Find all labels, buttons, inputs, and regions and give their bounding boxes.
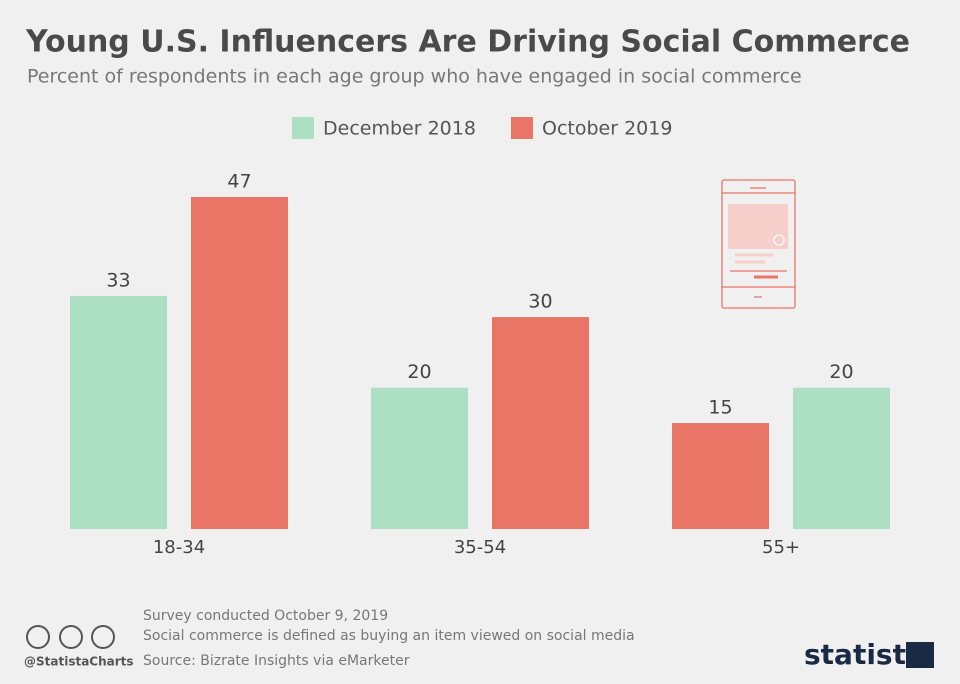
value-label: 20 <box>407 361 431 383</box>
bar <box>793 387 890 529</box>
legend-label: December 2018 <box>323 118 476 140</box>
brand: statista <box>804 638 925 671</box>
chart-subtitle: Percent of respondents in each age group… <box>27 66 802 88</box>
brand-icon <box>906 642 934 668</box>
value-label: 47 <box>227 170 251 192</box>
value-label: 15 <box>708 397 732 419</box>
footer: Survey conducted October 9, 2019 Social … <box>24 608 934 671</box>
bar <box>191 196 288 529</box>
value-label: 30 <box>528 291 552 313</box>
legend-label: October 2019 <box>542 118 672 140</box>
footer-note: Survey conducted October 9, 2019 <box>143 608 388 624</box>
handle: @StatistaCharts <box>24 655 134 669</box>
x-tick-label: 35-54 <box>454 537 506 558</box>
legend-swatch <box>511 117 533 139</box>
chart-title: Young U.S. Influencers Are Driving Socia… <box>25 25 910 60</box>
bar <box>70 295 167 529</box>
bar <box>492 317 589 529</box>
x-tick-label: 18-34 <box>153 537 205 558</box>
legend-swatch <box>292 117 314 139</box>
x-tick-label: 55+ <box>762 537 800 558</box>
footer-note: Source: Bizrate Insights via eMarketer <box>143 653 410 669</box>
value-label: 20 <box>829 361 853 383</box>
footer-note: Social commerce is defined as buying an … <box>143 628 635 644</box>
bar <box>371 387 468 529</box>
license-icons <box>26 625 115 649</box>
bar <box>672 423 769 529</box>
phone-icon <box>721 179 796 309</box>
value-label: 33 <box>106 269 130 291</box>
